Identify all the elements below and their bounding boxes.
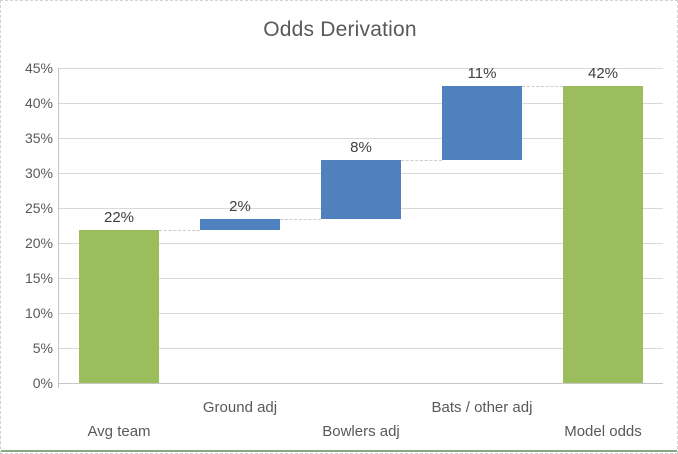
gridline-10% [59, 313, 663, 314]
chart-title: Odds Derivation [263, 18, 417, 41]
bar-avg-team [79, 230, 159, 383]
data-label: 11% [467, 65, 497, 82]
bar-bats-other-adj [442, 86, 522, 160]
gridline-45% [59, 68, 663, 69]
category-label: Avg team [87, 423, 151, 440]
gridline-40% [59, 103, 663, 104]
category-label: Bats / other adj [431, 399, 533, 416]
y-axis-tick-label: 15% [24, 270, 53, 286]
y-axis-tick-label: 40% [24, 95, 53, 111]
bar-ground-adj [200, 219, 280, 230]
category-label: Ground adj [202, 399, 278, 416]
data-label: 8% [350, 139, 372, 156]
waterfall-connector [280, 219, 321, 220]
category-label: Model odds [564, 423, 642, 440]
y-axis-tick-label: 0% [32, 375, 53, 391]
bar-model-odds [563, 86, 643, 383]
y-axis-tick-label: 25% [24, 200, 53, 216]
data-label: 22% [103, 209, 135, 226]
y-axis-tick-label: 45% [24, 60, 53, 76]
gridline-15% [59, 278, 663, 279]
waterfall-connector [159, 230, 200, 231]
bar-bowlers-adj [321, 160, 401, 219]
waterfall-connector [522, 86, 563, 87]
y-axis-tick-label: 35% [24, 130, 53, 146]
category-label: Bowlers adj [322, 423, 400, 440]
y-axis-line [58, 68, 59, 388]
waterfall-connector [401, 160, 442, 161]
data-label: 42% [587, 65, 619, 82]
y-axis-tick-label: 5% [32, 340, 53, 356]
gridline-35% [59, 138, 663, 139]
y-axis-tick-label: 30% [24, 165, 53, 181]
worksheet-gridline [1, 450, 677, 452]
data-label: 2% [229, 198, 251, 215]
gridline-20% [59, 243, 663, 244]
y-axis-tick-label: 20% [24, 235, 53, 251]
gridline-5% [59, 348, 663, 349]
y-axis-tick-label: 10% [24, 305, 53, 321]
x-axis-line [58, 383, 663, 384]
